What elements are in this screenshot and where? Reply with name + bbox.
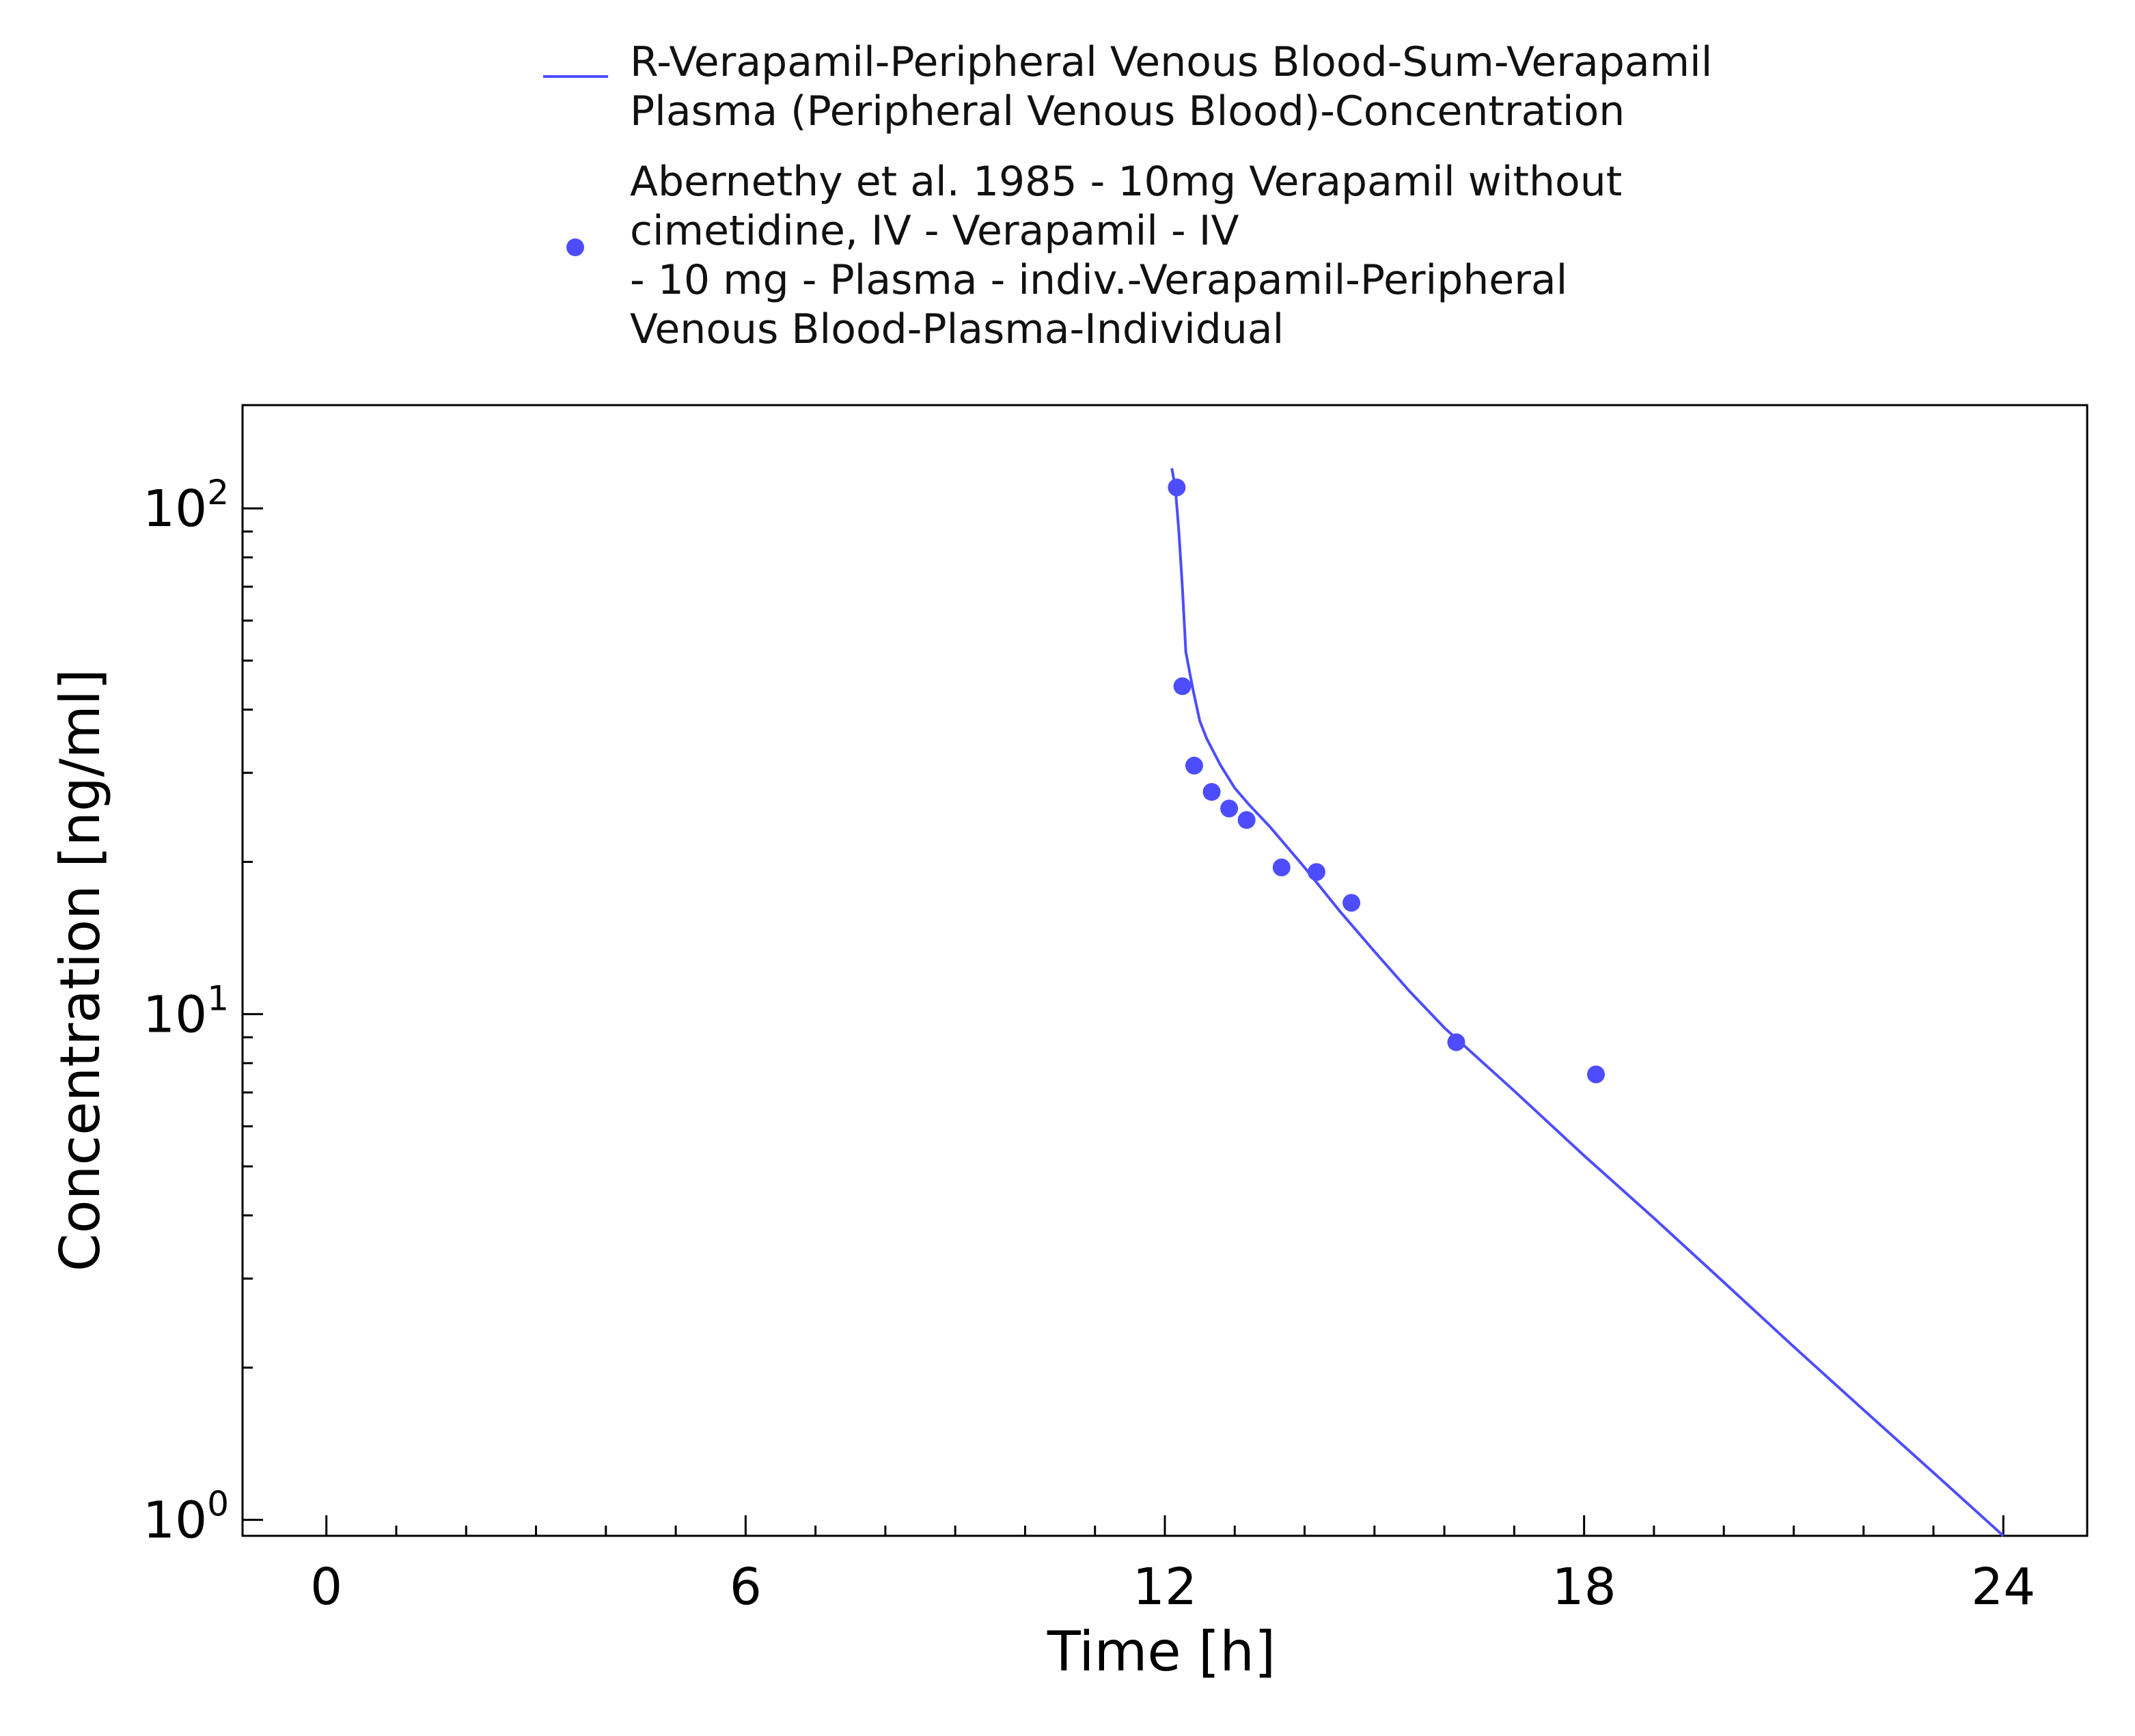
observed-data-point — [1185, 756, 1203, 775]
y-axis-title: Concentration [ng/ml] — [49, 669, 112, 1271]
observed-data-point — [1307, 863, 1325, 881]
x-tick-label: 12 — [1133, 1558, 1197, 1616]
legend-line-label-line: Plasma (Peripheral Venous Blood)-Concent… — [630, 87, 1625, 135]
x-axis: 0 6 12 18 24 — [310, 1515, 2035, 1616]
legend-scatter-label-line: Abernethy et al. 1985 - 10mg Verapamil w… — [630, 158, 1623, 206]
legend-scatter-label-line: Venous Blood-Plasma-Individual — [630, 305, 1284, 353]
observed-data-point — [1173, 677, 1192, 695]
legend-marker-symbol — [566, 238, 584, 256]
observed-data-point — [1168, 478, 1186, 497]
legend-symbols — [543, 75, 608, 256]
observed-data-point — [1587, 1065, 1606, 1084]
simulation-line — [1170, 468, 2005, 1537]
observed-data-point — [1237, 811, 1256, 829]
legend-scatter-label-line: - 10 mg - Plasma - indiv.-Verapamil-Peri… — [630, 256, 1568, 304]
y-axis: 100 101 102 — [143, 473, 263, 1550]
x-tick-label: 18 — [1552, 1558, 1616, 1616]
observed-data-point — [1202, 783, 1221, 801]
observed-data-point — [1272, 858, 1291, 877]
plot-frame — [241, 404, 2089, 1537]
legend-entry-scatter-label: Abernethy et al. 1985 - 10mg Verapamil w… — [630, 157, 1622, 354]
x-tick-label: 24 — [1971, 1558, 2035, 1616]
x-axis-title: Time [h] — [1047, 1620, 1276, 1683]
observed-data-point — [1342, 894, 1361, 912]
y-tick-label: 102 — [143, 473, 229, 538]
x-tick-label: 6 — [730, 1558, 762, 1616]
legend-entry-line-label: R-Verapamil-Peripheral Venous Blood-Sum-… — [630, 38, 1712, 136]
legend-line-label-line: R-Verapamil-Peripheral Venous Blood-Sum-… — [630, 38, 1713, 86]
observed-data-point — [1220, 799, 1239, 818]
series-layer — [1168, 468, 2005, 1537]
y-tick-label: 101 — [143, 978, 229, 1044]
y-tick-label: 100 — [143, 1485, 229, 1550]
legend-scatter-label-line: cimetidine, IV - Verapamil - IV — [630, 207, 1239, 255]
x-tick-label: 0 — [310, 1558, 342, 1616]
observed-data-point — [1447, 1033, 1465, 1051]
